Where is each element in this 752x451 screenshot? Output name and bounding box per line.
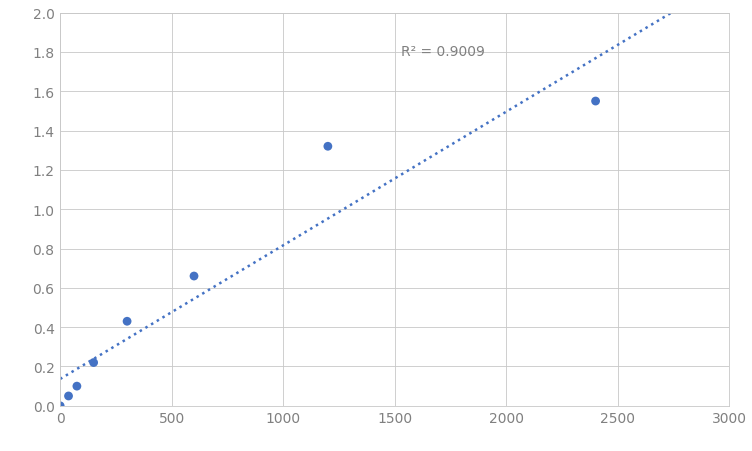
Point	[590, 98, 602, 106]
Point	[87, 359, 99, 366]
Text: R² = 0.9009: R² = 0.9009	[402, 45, 485, 59]
Point	[322, 143, 334, 151]
Point	[71, 382, 83, 390]
Point	[121, 318, 133, 325]
Point	[188, 273, 200, 280]
Point	[62, 392, 74, 400]
Point	[54, 402, 66, 410]
